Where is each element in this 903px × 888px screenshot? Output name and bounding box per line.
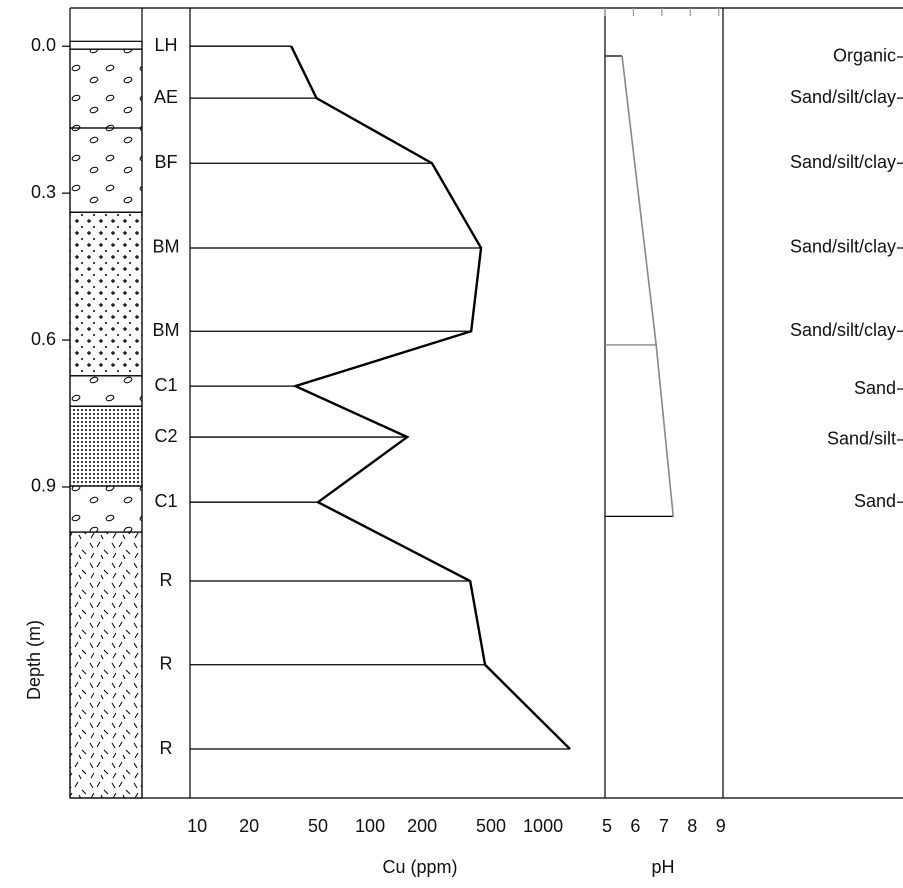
stratum (69, 211, 143, 377)
stratum (69, 405, 143, 487)
texture-label: Organic (833, 46, 896, 66)
x-tick-label: 7 (659, 816, 669, 836)
y-tick-label: 0.3 (31, 182, 56, 202)
texture-label: Sand/silt/clay (790, 237, 896, 257)
texture-label: Sand/silt/clay (790, 87, 896, 107)
x-tick-label: 9 (716, 816, 726, 836)
stratum (69, 485, 143, 533)
x-tick-label: 6 (630, 816, 640, 836)
y-tick-label: 0.6 (31, 329, 56, 349)
stratum (69, 40, 143, 50)
y-axis-label: Depth (m) (24, 620, 44, 700)
stratum (69, 531, 143, 799)
stratum (69, 48, 143, 129)
y-tick-label: 0.9 (31, 476, 56, 496)
horizon-label: R (160, 738, 173, 758)
cu-line (290, 45, 571, 750)
texture-label: Sand (854, 491, 896, 511)
horizon-label: AE (154, 87, 178, 107)
texture-label: Sand/silt (827, 429, 896, 449)
x-tick-label: 8 (687, 816, 697, 836)
x-axis-label: pH (651, 857, 674, 877)
horizon-label: BM (153, 320, 180, 340)
x-tick-label: 10 (187, 816, 207, 836)
stratum (69, 375, 143, 407)
horizon-label: R (160, 654, 173, 674)
texture-label: Sand/silt/clay (790, 320, 896, 340)
x-tick-label: 500 (476, 816, 506, 836)
horizon-label: BM (153, 237, 180, 257)
x-axis-label: Cu (ppm) (382, 857, 457, 877)
horizon-label: R (160, 570, 173, 590)
horizon-label: C1 (154, 375, 177, 395)
stratum (69, 127, 143, 213)
y-tick-label: 0.0 (31, 35, 56, 55)
ph-line (621, 55, 675, 517)
texture-label: Sand (854, 378, 896, 398)
horizon-label: LH (154, 35, 177, 55)
x-tick-label: 50 (308, 816, 328, 836)
x-tick-label: 1000 (523, 816, 563, 836)
texture-label: Sand/silt/clay (790, 152, 896, 172)
horizon-label: C1 (154, 491, 177, 511)
horizon-label: C2 (154, 426, 177, 446)
x-tick-label: 20 (239, 816, 259, 836)
x-tick-label: 200 (407, 816, 437, 836)
x-tick-label: 100 (355, 816, 385, 836)
horizon-label: BF (154, 152, 177, 172)
x-tick-label: 5 (602, 816, 612, 836)
